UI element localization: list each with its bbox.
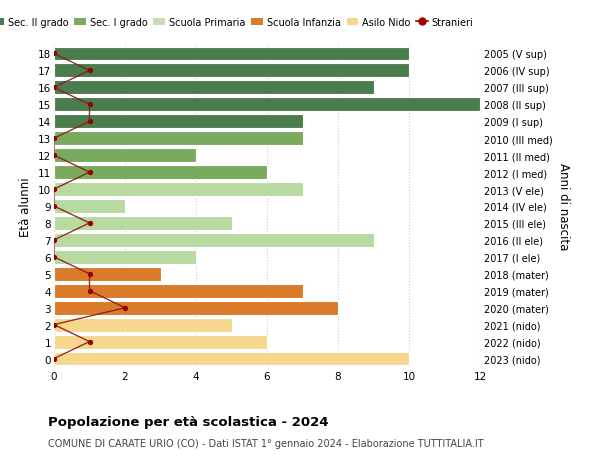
Y-axis label: Anni di nascita: Anni di nascita bbox=[557, 163, 569, 250]
Point bbox=[49, 84, 59, 92]
Bar bbox=[54, 352, 409, 366]
Text: COMUNE DI CARATE URIO (CO) - Dati ISTAT 1° gennaio 2024 - Elaborazione TUTTITALI: COMUNE DI CARATE URIO (CO) - Dati ISTAT … bbox=[48, 438, 484, 448]
Bar bbox=[54, 115, 302, 129]
Bar bbox=[54, 301, 338, 315]
Legend: Sec. II grado, Sec. I grado, Scuola Primaria, Scuola Infanzia, Asilo Nido, Stran: Sec. II grado, Sec. I grado, Scuola Prim… bbox=[0, 14, 478, 32]
Bar bbox=[54, 47, 409, 62]
Bar bbox=[54, 318, 232, 332]
Bar bbox=[54, 64, 409, 78]
Bar bbox=[54, 335, 267, 349]
Bar bbox=[54, 234, 373, 247]
Bar bbox=[54, 217, 232, 230]
Bar bbox=[54, 183, 302, 196]
Point bbox=[85, 169, 94, 176]
Bar bbox=[54, 132, 302, 146]
Bar bbox=[54, 166, 267, 179]
Point bbox=[49, 203, 59, 210]
Text: Popolazione per età scolastica - 2024: Popolazione per età scolastica - 2024 bbox=[48, 415, 329, 428]
Point bbox=[49, 355, 59, 363]
Y-axis label: Età alunni: Età alunni bbox=[19, 177, 32, 236]
Point bbox=[120, 304, 130, 312]
Point bbox=[49, 186, 59, 193]
Point bbox=[49, 321, 59, 329]
Point bbox=[49, 50, 59, 58]
Point bbox=[49, 152, 59, 159]
Bar bbox=[54, 98, 480, 112]
Point bbox=[85, 67, 94, 75]
Bar bbox=[54, 267, 161, 281]
Point bbox=[49, 254, 59, 261]
Point bbox=[49, 237, 59, 244]
Bar bbox=[54, 149, 196, 163]
Bar bbox=[54, 200, 125, 213]
Point bbox=[85, 287, 94, 295]
Point bbox=[85, 118, 94, 126]
Bar bbox=[54, 250, 196, 264]
Point bbox=[85, 338, 94, 346]
Point bbox=[85, 101, 94, 109]
Point bbox=[85, 270, 94, 278]
Bar bbox=[54, 284, 302, 298]
Point bbox=[49, 135, 59, 143]
Point bbox=[85, 220, 94, 227]
Bar bbox=[54, 81, 373, 95]
